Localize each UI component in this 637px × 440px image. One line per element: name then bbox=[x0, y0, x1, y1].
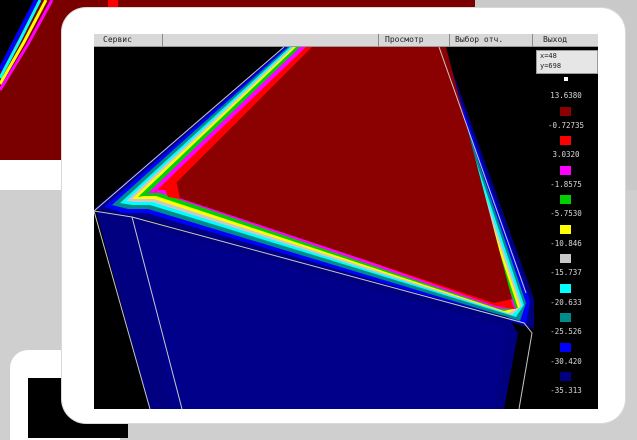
contour-plot bbox=[94, 47, 534, 409]
legend-swatch bbox=[560, 106, 571, 116]
legend-value: -20.633 bbox=[550, 297, 582, 307]
menu-separator bbox=[449, 34, 450, 46]
legend-value: -30.420 bbox=[550, 356, 582, 366]
menu-item-service[interactable]: Сервис bbox=[103, 35, 132, 44]
coordinates-readout: x=48 y=698 bbox=[536, 50, 598, 74]
coordinate-y: y=698 bbox=[540, 62, 562, 70]
legend-swatch bbox=[560, 313, 571, 322]
contour-red-patch bbox=[164, 179, 180, 199]
contour-region-dark-red bbox=[176, 47, 512, 303]
legend-swatch bbox=[560, 342, 571, 352]
contour-plot-viewport[interactable] bbox=[94, 47, 534, 409]
legend-value: -5.7530 bbox=[550, 209, 582, 218]
legend-value: 3.0320 bbox=[552, 150, 580, 159]
legend-value: -1.8575 bbox=[550, 179, 582, 189]
mesh-outline bbox=[94, 210, 151, 409]
coordinate-x: x=48 bbox=[540, 52, 557, 60]
legend-value: -15.737 bbox=[550, 268, 582, 277]
legend-swatch bbox=[560, 195, 571, 204]
menu-item-view[interactable]: Просмотр bbox=[385, 35, 424, 44]
mesh-outline bbox=[438, 47, 527, 294]
menu-separator bbox=[162, 34, 163, 46]
menu-item-exit[interactable]: Выход bbox=[543, 35, 568, 44]
contour-region-blue bbox=[134, 223, 506, 409]
legend-value: -25.526 bbox=[550, 327, 582, 336]
legend-swatch bbox=[560, 283, 571, 293]
menu-separator bbox=[378, 34, 379, 46]
mesh-outline bbox=[131, 216, 183, 409]
legend-swatch bbox=[560, 165, 571, 175]
legend-value: 13.6380 bbox=[550, 91, 582, 100]
menu-bar: Сервис Просмотр Выбор отч. Выход bbox=[94, 34, 598, 47]
menu-item-select-report[interactable]: Выбор отч. bbox=[455, 35, 504, 44]
legend-value: -0.72735 bbox=[547, 120, 585, 130]
legend-swatch bbox=[560, 224, 571, 234]
mesh-outline bbox=[94, 210, 533, 409]
legend-swatch bbox=[560, 254, 571, 263]
menu-separator bbox=[532, 34, 533, 46]
legend-value: -10.846 bbox=[550, 238, 582, 248]
mesh-outline bbox=[94, 47, 285, 212]
legend-swatch bbox=[560, 136, 571, 145]
legend-swatch bbox=[564, 77, 568, 81]
legend-value: -35.313 bbox=[550, 386, 582, 395]
color-legend: x=48 y=698 13.6380 -0.72735 3.0320 -1.8575 -… bbox=[534, 47, 598, 409]
legend-swatch bbox=[560, 372, 571, 381]
